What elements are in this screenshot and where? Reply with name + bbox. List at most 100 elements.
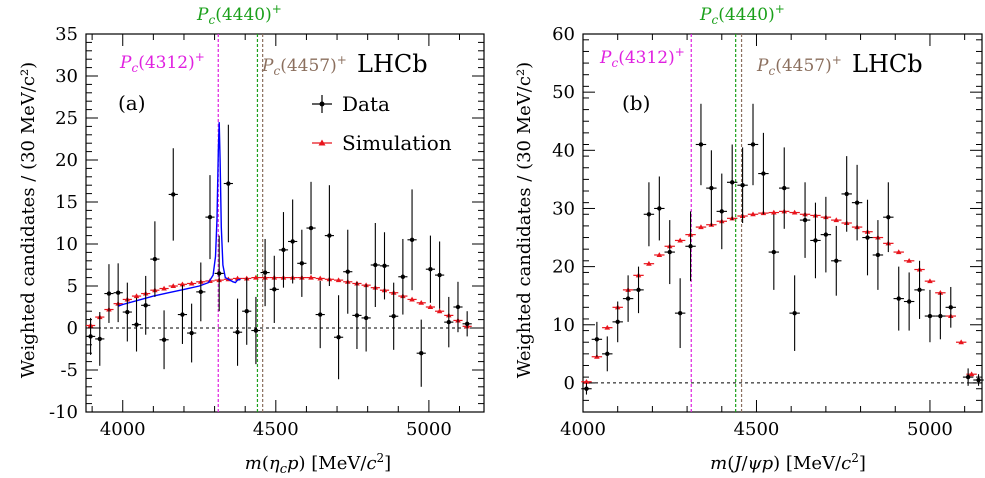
simulation-point [927, 278, 933, 284]
lhcb-label-a: LHCb [357, 50, 428, 78]
data-point [677, 310, 683, 316]
data-point [750, 142, 756, 147]
data-point [740, 183, 745, 188]
x-tick-label: 4500 [253, 419, 299, 440]
y-tick-label: 0 [67, 318, 78, 339]
simulation-point [968, 371, 975, 377]
simulation-point [958, 339, 964, 345]
data-point [875, 252, 881, 258]
data-point [97, 336, 102, 342]
data-point [886, 214, 891, 220]
data-point [262, 270, 268, 275]
legend-data-marker [312, 95, 332, 113]
data-point [327, 233, 332, 238]
data-point [272, 287, 277, 292]
y-tick-label: 0 [564, 373, 575, 394]
legend: Data Simulation [312, 92, 452, 155]
data-point [646, 212, 652, 217]
pc4312-label-a: Pc(4312)+ [119, 50, 205, 75]
data-point [428, 267, 433, 272]
y-tick-label: 10 [552, 315, 575, 336]
data-point [896, 296, 901, 301]
data-point [698, 142, 704, 147]
simulation-point [833, 217, 840, 223]
data-point [657, 206, 662, 211]
data-point [143, 303, 148, 308]
data-point [318, 312, 323, 317]
y-tick-label: 30 [552, 198, 575, 219]
ylabel-b: Weighted candidates / (30 MeV/c²) [514, 62, 535, 378]
simulation-point [698, 224, 704, 230]
y-tick-label: 50 [552, 82, 575, 103]
data-point [134, 322, 139, 327]
y-tick-label: 20 [55, 150, 78, 171]
plot-frame [85, 33, 485, 413]
x-tick-label: 4000 [100, 419, 146, 440]
y-tick-label: 15 [55, 192, 78, 213]
data-point [771, 249, 777, 255]
data-point [189, 330, 194, 336]
data-point [253, 328, 259, 333]
simulation-point [133, 293, 140, 299]
simulation-point [895, 249, 902, 255]
data-point [719, 209, 724, 214]
data-point [336, 335, 341, 340]
y-tick-label: 30 [55, 66, 78, 87]
data-point [965, 374, 971, 380]
data-point [625, 296, 631, 301]
y-tick-label: 25 [55, 108, 78, 129]
panel-label-a: (a) [118, 91, 146, 115]
simulation-point [937, 289, 944, 295]
data-point [584, 386, 589, 391]
simulation-point [179, 281, 186, 287]
data-point [667, 249, 672, 255]
data-point [290, 239, 295, 244]
data-point [373, 262, 378, 268]
simulation-point [335, 277, 342, 283]
data-point [437, 272, 442, 278]
xlabel-b: m(J/ψp) [MeV/c2] [710, 451, 866, 474]
simulation-point [418, 300, 425, 305]
data-point [152, 256, 158, 262]
data-point [88, 334, 93, 339]
simulation-point [170, 283, 177, 288]
y-tick-label: -5 [60, 360, 78, 381]
data-point [906, 299, 912, 304]
simulation-point [427, 304, 434, 309]
data-point [729, 180, 735, 185]
y-tick-label: 40 [552, 140, 575, 161]
data-point [125, 309, 130, 315]
data-point [207, 214, 213, 220]
simulation-point [253, 274, 259, 280]
data-point [844, 191, 849, 197]
data-point [823, 232, 829, 237]
data-point [235, 330, 240, 335]
data-point [917, 287, 922, 293]
simulation-point [646, 260, 652, 266]
data-point [354, 313, 360, 318]
xlabel-a: m(ηcp) [MeV/c2] [245, 451, 391, 477]
simulation-point [791, 209, 798, 215]
legend-simulation-label: Simulation [342, 131, 452, 155]
panel-label-b: (b) [622, 91, 650, 115]
y-tick-label: 35 [55, 24, 78, 45]
data-point [391, 314, 396, 319]
lhcb-label-b: LHCb [852, 50, 923, 78]
y-tick-label: 60 [552, 24, 575, 45]
legend-data-label: Data [342, 92, 390, 116]
y-tick-label: 20 [552, 257, 575, 278]
legend-simulation-marker [312, 139, 332, 146]
panel-a: 4000 4500 5000 -10 -5 0 5 10 15 20 25 30 35 [49, 24, 485, 440]
data-point [948, 305, 953, 310]
data-point [180, 312, 185, 317]
panel-b: 4000 4500 5000 0 10 20 30 40 50 60 [552, 24, 984, 440]
data-point [615, 319, 620, 325]
data-point [281, 247, 286, 253]
x-tick-label: 5000 [406, 419, 452, 440]
pc4457-label-a: Pc(4457)+ [261, 53, 347, 78]
data-point [976, 377, 981, 383]
model-curve [117, 122, 241, 307]
data-point [171, 192, 176, 197]
data-point [464, 321, 470, 326]
data-point [216, 271, 222, 276]
